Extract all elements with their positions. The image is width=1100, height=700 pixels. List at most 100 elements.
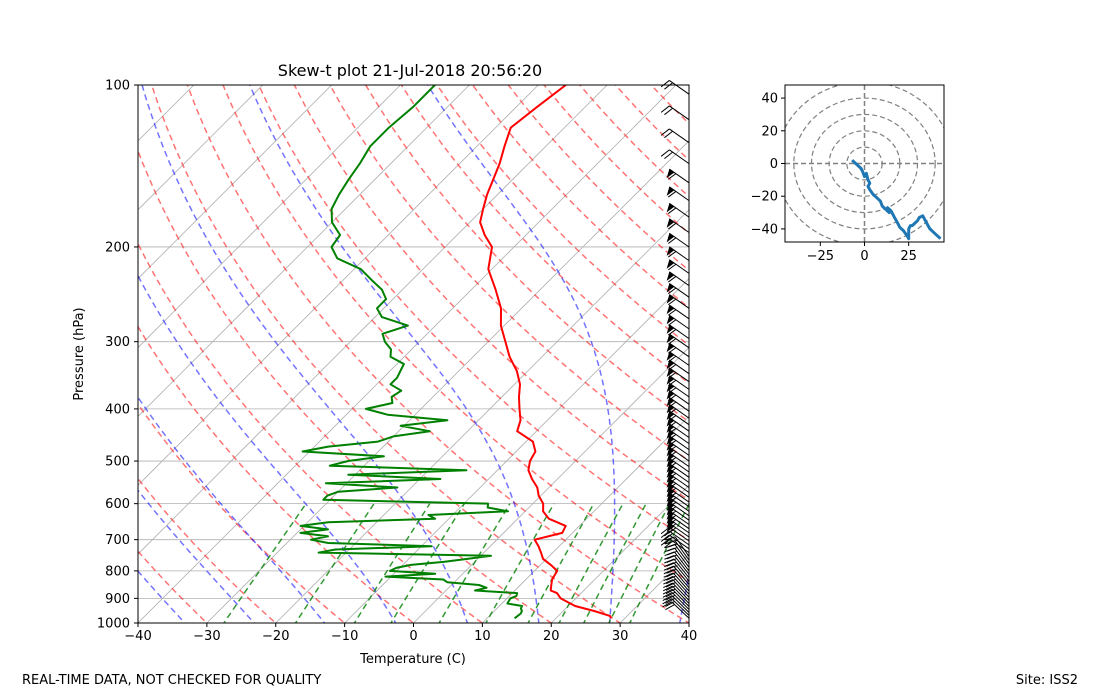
wind-barb [666,186,690,202]
isotherm-line [138,85,195,142]
wind-barb [666,259,690,274]
wind-barb [660,538,690,554]
isotherm-line [138,85,333,280]
moist-adiabat [678,570,689,623]
wind-barb [666,441,690,456]
dry-adiabat [138,550,208,623]
dry-adiabat [293,85,689,502]
temperature-profile [479,85,613,619]
skewt-plot-area [0,73,1100,634]
wind-barb [666,397,690,412]
mixing-ratio-line [608,503,671,623]
range-ring [793,97,936,230]
isotherm-line [481,415,689,623]
wind-barb [662,588,690,607]
moist-adiabat [138,274,397,623]
wind-barb [666,304,690,320]
dry-adiabat [258,85,689,542]
dry-adiabat [186,85,689,623]
skewt-axes-frame [137,84,690,624]
wind-barb [666,410,690,426]
isotherm-line [138,85,608,555]
dry-adiabat [138,149,553,623]
hodo-y-tick-label: 20 [761,124,778,139]
y-tick-label: 400 [105,402,130,417]
wind-barb [662,585,690,604]
wind-barb [666,351,690,366]
site-label: Site: ISS2 [1015,673,1078,688]
hodograph-axes: −25 0 25 −40 −20 0 20 40 [751,92,917,264]
wind-barb [666,452,690,468]
y-tick-label: 500 [105,455,130,470]
hodograph: −25 0 25 −40 −20 0 20 40 [751,84,945,264]
mixing-ratio-line [294,503,375,623]
moist-adiabat [141,85,469,623]
isotherm-line [138,85,264,211]
x-tick-label: −30 [193,629,220,644]
wind-barb [666,367,690,383]
dry-adiabat [138,325,415,623]
wind-barb [660,534,690,550]
isotherm-line [412,346,689,623]
dry-adiabat [222,85,689,583]
wind-barb [666,333,690,349]
hodo-y-tick-label: 0 [770,157,778,172]
y-tick-label: 800 [105,564,130,579]
mixing-ratio-line [438,503,511,623]
isotherm-line [0,73,137,634]
wind-barb [666,283,690,298]
wind-barb [666,168,690,184]
dry-adiabat [400,85,689,385]
mixing-ratio-line [558,503,624,623]
mixing-ratio-line [222,503,307,623]
x-tick-label: 0 [409,629,417,644]
x-tick-label: −20 [262,629,289,644]
isotherm-line [550,484,689,623]
moist-adiabat [138,569,186,623]
hodograph-trace [851,159,942,241]
dry-adiabat [436,85,689,347]
dry-adiabats [138,85,1100,634]
wind-barb [662,591,690,610]
x-tick-label: 40 [681,629,698,644]
wind-barb [666,446,690,462]
dry-adiabat [365,85,689,423]
wind-barb [666,294,690,309]
dry-adiabat [758,85,1100,634]
sounding-profiles [299,85,613,620]
x-tick-label: −10 [331,629,358,644]
hodo-y-tick-label: 40 [761,92,778,107]
quality-disclaimer: REAL-TIME DATA, NOT CHECKED FOR QUALITY [22,673,322,688]
dewpoint-profile [299,85,524,620]
wind-barb [666,324,690,340]
isotherm-line [746,73,1100,634]
wind-barb [666,417,690,432]
wind-barb [663,572,690,592]
wind-barb [666,342,690,358]
isotherm-line [0,73,68,634]
wind-barb [663,569,690,589]
isotherm-line [206,140,689,623]
wind-barb [663,562,690,582]
y-tick-label: 600 [105,497,130,512]
dry-adiabat [138,402,346,623]
dry-adiabat [138,477,277,623]
x-tick-label: 10 [474,629,491,644]
hodo-y-tick-label: −40 [751,222,778,237]
mixing-ratio-lines [222,503,689,623]
x-tick-label: 20 [543,629,560,644]
y-tick-label: 100 [105,79,130,94]
mixing-ratio-line [582,503,647,623]
wind-barb [663,575,690,595]
dry-adiabat [650,85,689,125]
skewt-plot: −40 −30 −20 −10 0 10 20 30 40 100200300400500600… [0,61,1100,667]
pressure-axis: 100 200 300 400 500 600 700 800 900 1000 [97,79,138,632]
isotherm-line [138,85,677,623]
mixing-ratio-line [353,503,431,623]
wind-barb [666,423,690,438]
hodo-x-tick-label: 0 [860,249,868,264]
wind-barb [660,149,690,165]
isobar-gridlines [138,85,689,623]
hodograph-range-rings [785,85,944,242]
